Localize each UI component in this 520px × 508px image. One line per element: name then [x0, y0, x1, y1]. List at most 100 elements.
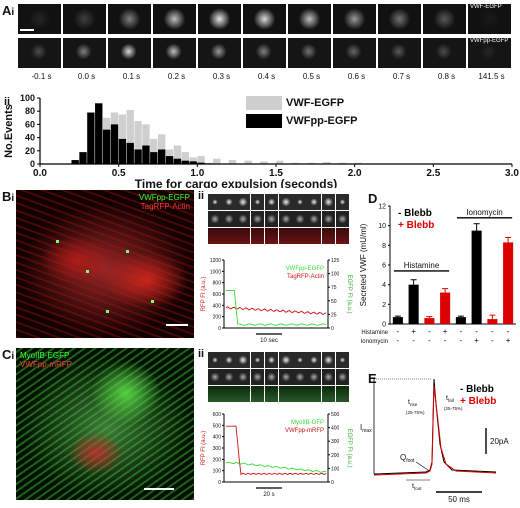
bar-vwfpp-egfp [102, 129, 111, 164]
frame-time-label: 0.6 s [347, 72, 366, 81]
strip-time-label: 2.4 s [295, 190, 305, 195]
y-tick-label: 100 [20, 93, 35, 103]
row1-tag: VWF-EGFP [470, 4, 502, 10]
strip-time-label: 4.2 s [338, 190, 347, 195]
strip-frame [335, 211, 350, 227]
bar-vwfpp-egfp [158, 149, 166, 164]
strip-frame [264, 369, 279, 385]
frame-vwf-egfp [288, 4, 331, 34]
x-tick-label: 1.0 [190, 168, 204, 179]
y-tick-label-right: 25 [331, 312, 337, 318]
trise-label: trise [408, 399, 418, 407]
x-tick-label: 2.0 [348, 168, 362, 179]
granule-dot [106, 310, 109, 313]
trace-green [225, 461, 327, 473]
panel-cii-label: ii [198, 348, 205, 360]
treatment-sign: - [412, 336, 415, 345]
legend-swatch-dark [246, 114, 282, 128]
panel-cii-trace: 0 100 200 300 400 500 600 0 100 200 300 400 500 RFP F… [201, 412, 352, 498]
y-tick-label-left: 1200 [210, 258, 221, 264]
bar [455, 317, 466, 324]
frame-vwf-egfp [153, 4, 196, 34]
panel-e-amperometry: Imax trise (25-75%) tfall (25-75%) Qfoot tfoot… [360, 378, 509, 504]
strip-time-label: -2.0 s [223, 348, 234, 353]
qfoot-sub: foot [406, 458, 415, 464]
strip-frame [307, 194, 321, 210]
y-tick-label-left: 300 [213, 446, 222, 452]
panel-ai-frames: -0.1 s 0.0 s 0.1 s 0.2 s 0.3 s 0.4 s 0.5 s 0.6 … [18, 2, 518, 94]
strip-frame [236, 211, 250, 227]
frame-vwf-egfp [333, 4, 376, 34]
time-scale-label: 20 s [263, 492, 274, 498]
treatment-sign: - [428, 336, 431, 345]
strip-frame [293, 228, 307, 244]
strip-frame [293, 194, 307, 210]
bar [440, 292, 451, 324]
bi-label-actin: TagRFP-Actin [140, 202, 190, 211]
frame-vwf-egfp [423, 4, 466, 34]
granule-dot [56, 240, 59, 243]
bar-vwf-egfp [338, 162, 347, 164]
strip-time-label: 6.0 s [281, 348, 291, 353]
treatment-sign: + [506, 336, 511, 345]
y-tick-label: 10 [378, 223, 386, 230]
strip-frame [222, 352, 236, 368]
strip-frame [222, 211, 236, 227]
bar-vwfpp-egfp [150, 152, 158, 164]
bar-vwfpp-egfp [181, 160, 189, 164]
bar-vwfpp-egfp [142, 145, 150, 164]
bar-vwf-egfp [307, 162, 315, 164]
spike-trace-red [373, 385, 497, 476]
y-axis-title: Secreted VWF (mU/ml) [359, 223, 368, 306]
bar-vwf-egfp [291, 162, 300, 164]
y-tick-label-right: 125 [331, 258, 340, 264]
y-axis-title-left: RFP FI (a.u.) [201, 431, 207, 466]
qfoot-pointer [415, 461, 429, 471]
strip-time-label: 4.0 s [267, 348, 276, 353]
granule-dot [151, 300, 154, 303]
y-tick-label-right: 0 [331, 326, 334, 332]
y-tick-label-right: 300 [331, 439, 340, 445]
bar-vwfpp-egfp [189, 161, 197, 164]
strip-frame [307, 228, 321, 244]
y-tick-label-right: 75 [331, 285, 337, 291]
y-tick-label: 8 [382, 243, 386, 250]
frame-vwf-egfp [378, 4, 421, 34]
strip-frame [264, 211, 279, 227]
bar-vwfpp-egfp [134, 149, 142, 164]
bar-vwf-egfp [244, 160, 252, 164]
frame-time-label: 0.8 s [437, 72, 456, 81]
strip-frame [222, 386, 236, 402]
strip-frame [264, 352, 279, 368]
frame-time-label: 0.0 s [77, 72, 96, 81]
legend-red: TagRFP-Actin [287, 274, 324, 280]
legend-plus-blebb: + Blebb [460, 396, 496, 407]
bar [471, 230, 482, 324]
tfoot-label: tfoot [412, 483, 422, 491]
legend-vwf-egfp: VWF-EGFP [246, 96, 344, 110]
strip-frame [236, 369, 250, 385]
tfall-label: tfall [446, 395, 454, 403]
x-axis-title: Time for cargo expulsion (seconds) [135, 177, 338, 188]
strip-frame [208, 211, 222, 227]
y-tick-label-left: 200 [213, 457, 222, 463]
treatment-sign: - [475, 327, 478, 336]
frame-vwfpp-egfp [288, 38, 331, 68]
frame-vwfpp-egfp [198, 38, 241, 68]
strip-time-label: 8.0 s [295, 348, 305, 353]
frame-vwfpp-egfp [423, 38, 466, 68]
y-tick-label: 6 [382, 263, 386, 270]
strip-frame [264, 194, 279, 210]
y-tick-label-left: 1000 [210, 269, 221, 275]
strip-frame [250, 352, 265, 368]
strip-time-label: 12.0 s [322, 348, 334, 353]
frame-time-label: 0.7 s [392, 72, 411, 81]
bar-vwfpp-egfp [165, 156, 174, 164]
tfall-sub: fall [448, 398, 454, 403]
strip-time-label: 10.0 s [308, 348, 320, 353]
frame-vwfpp-egfp [18, 38, 61, 68]
strip-time-label: -0.6 s [223, 190, 234, 195]
panel-aii-label: ii [4, 96, 11, 108]
y-tick-label-right: 100 [331, 272, 340, 278]
y-tick-label: 12 [378, 204, 386, 211]
